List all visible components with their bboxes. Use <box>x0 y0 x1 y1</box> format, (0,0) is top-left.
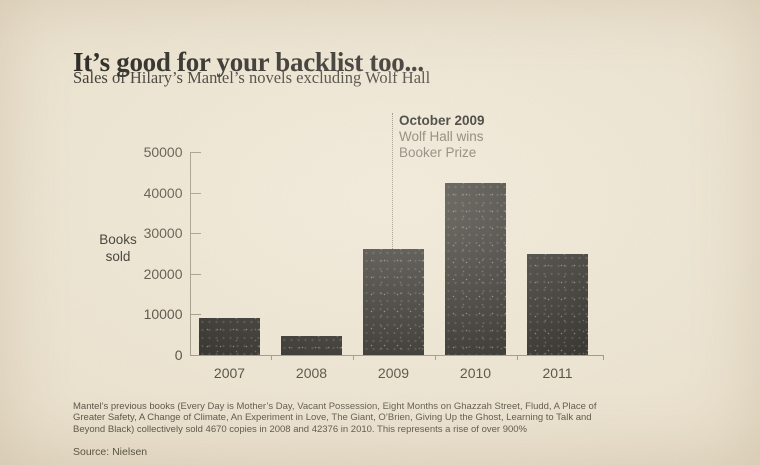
x-tick-label-2011: 2011 <box>542 365 573 381</box>
x-tick-mark <box>434 355 436 360</box>
bar-2010 <box>445 182 506 355</box>
annotation-line1: Wolf Hall wins <box>399 129 484 144</box>
bar-2008 <box>281 336 342 355</box>
x-tick-label-2007: 2007 <box>213 365 246 381</box>
annotation-title: October 2009 <box>399 113 485 128</box>
bar-2009 <box>363 249 424 355</box>
x-axis <box>189 355 603 356</box>
annotation-booker-prize: October 2009 Wolf Hall wins Booker Prize <box>399 113 485 160</box>
y-tick-label: 50000 <box>143 144 183 160</box>
x-tick-mark <box>352 355 354 360</box>
y-axis-title-line1: Books <box>99 232 137 247</box>
bar-2007 <box>199 318 260 355</box>
y-tick-label: 40000 <box>143 184 183 201</box>
x-tick-label-2008: 2008 <box>295 365 328 381</box>
y-tick-label: 20000 <box>143 265 183 282</box>
x-tick-mark-end <box>603 355 604 360</box>
y-axis <box>189 152 191 355</box>
y-tick-label: 10000 <box>143 306 183 323</box>
y-tick-mark <box>189 233 201 235</box>
annotation-line2: Booker Prize <box>399 144 477 160</box>
x-tick-mark <box>270 355 272 360</box>
x-tick-mark <box>516 355 518 360</box>
y-tick-mark <box>189 192 201 194</box>
y-tick-label: 0 <box>174 347 183 363</box>
y-tick-mark <box>189 273 201 275</box>
x-tick-label-2009: 2009 <box>377 365 410 381</box>
annotation-dotted-line <box>392 113 393 250</box>
x-tick-label-2010: 2010 <box>459 365 492 381</box>
y-tick-label: 30000 <box>143 225 183 242</box>
y-tick-mark <box>189 314 201 316</box>
y-tick-mark <box>189 152 201 153</box>
y-axis-title-line2: sold <box>105 249 131 264</box>
bar-2011 <box>527 253 588 355</box>
